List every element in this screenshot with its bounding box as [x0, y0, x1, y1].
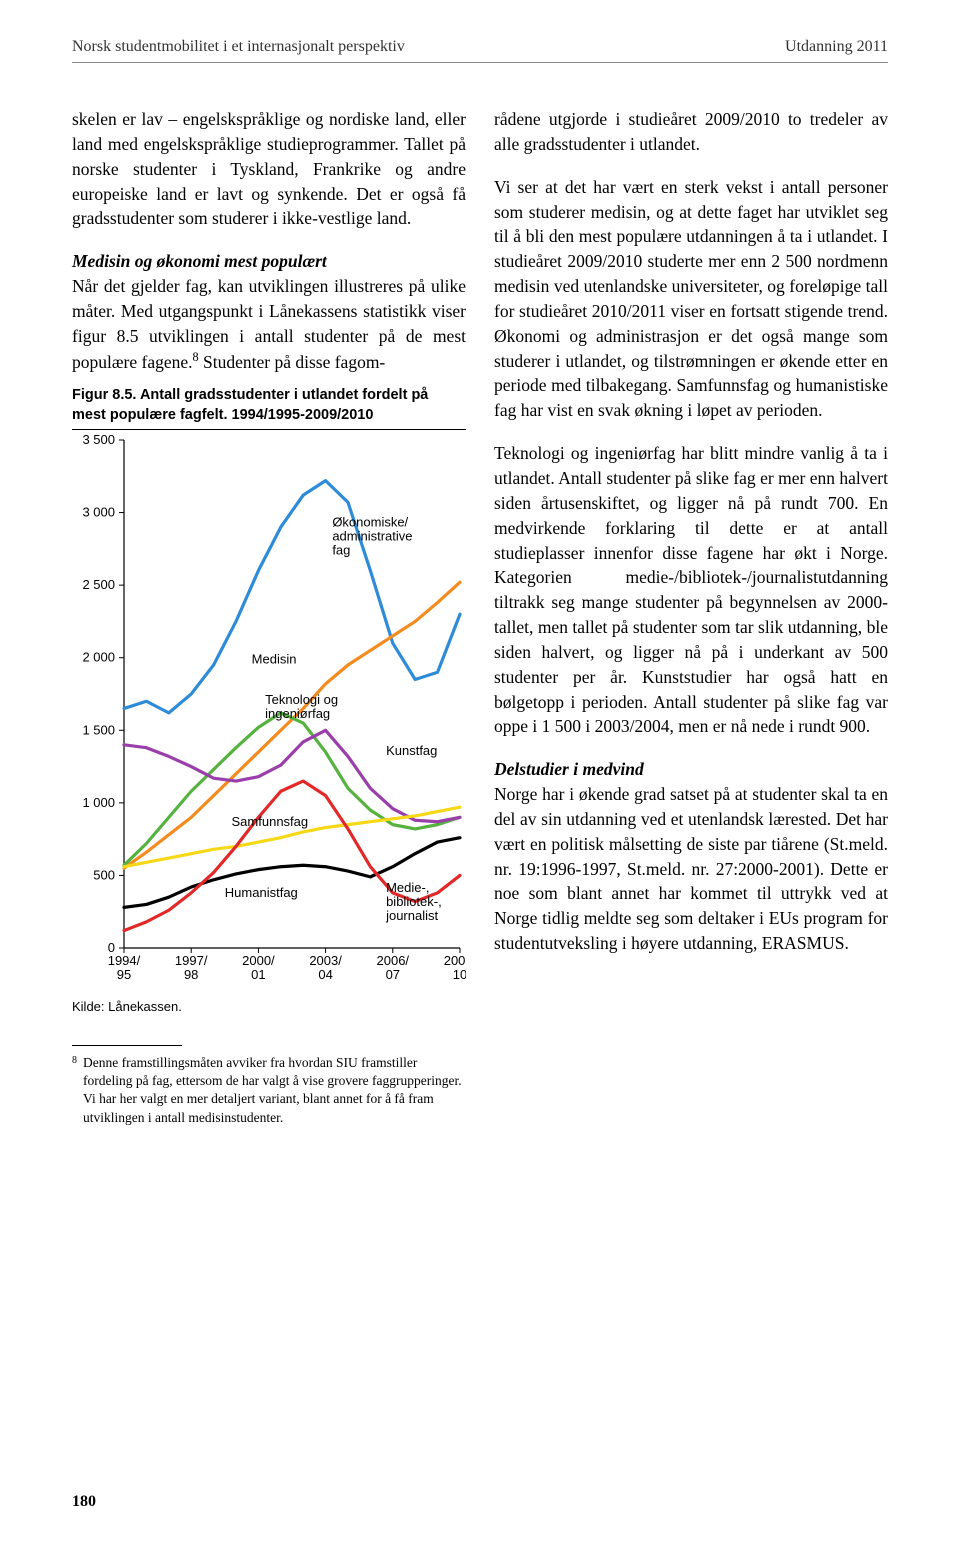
page-number: 180: [72, 1493, 96, 1511]
svg-text:2000/: 2000/: [242, 953, 275, 968]
svg-text:journalist: journalist: [385, 909, 438, 924]
svg-text:ingeniørfag: ingeniørfag: [265, 707, 330, 722]
left-subhead: Medisin og økonomi mest populært: [72, 251, 327, 271]
svg-text:1 000: 1 000: [82, 795, 115, 810]
left-para2b: Studenter på disse fagom-: [199, 351, 386, 371]
svg-text:Medie-,: Medie-,: [386, 881, 429, 896]
right-column: rådene utgjorde i studieåret 2009/2010 t…: [494, 107, 888, 1127]
header-divider: [72, 62, 888, 63]
svg-text:1997/: 1997/: [175, 953, 208, 968]
footnote-text: Denne framstillingsmåten avviker fra hvo…: [83, 1054, 466, 1127]
left-para1: skelen er lav – engelskspråklige og nord…: [72, 107, 466, 231]
svg-text:Medisin: Medisin: [252, 652, 297, 667]
svg-text:Samfunnsfag: Samfunnsfag: [232, 814, 309, 829]
running-header: Norsk studentmobilitet i et internasjona…: [72, 38, 888, 56]
svg-text:1994/: 1994/: [108, 953, 141, 968]
svg-text:2009/: 2009/: [444, 953, 466, 968]
two-column-body: skelen er lav – engelskspråklige og nord…: [72, 107, 888, 1127]
svg-text:01: 01: [251, 967, 265, 982]
svg-text:2 000: 2 000: [82, 650, 115, 665]
svg-text:Humanistfag: Humanistfag: [225, 886, 298, 901]
svg-text:bibliotek-,: bibliotek-,: [386, 895, 442, 910]
svg-text:07: 07: [386, 967, 400, 982]
svg-text:2003/: 2003/: [309, 953, 342, 968]
left-para2: Medisin og økonomi mest populært Når det…: [72, 249, 466, 374]
header-left: Norsk studentmobilitet i et internasjona…: [72, 38, 405, 56]
svg-text:Teknologi og: Teknologi og: [265, 693, 338, 708]
svg-text:administrative: administrative: [332, 529, 412, 544]
figure-source: Kilde: Lånekassen.: [72, 998, 466, 1016]
footnote-num: 8: [72, 1054, 77, 1127]
svg-text:3 000: 3 000: [82, 505, 115, 520]
footnote-separator: [72, 1045, 182, 1046]
right-para3: Teknologi og ingeniørfag har blitt mindr…: [494, 441, 888, 739]
right-para4: Norge har i økende grad satset på at stu…: [494, 784, 888, 953]
svg-text:2 500: 2 500: [82, 578, 115, 593]
svg-text:2006/: 2006/: [377, 953, 410, 968]
header-right: Utdanning 2011: [785, 38, 888, 56]
right-para1: rådene utgjorde i studieåret 2009/2010 t…: [494, 107, 888, 157]
figure-top-rule: [72, 429, 466, 430]
left-column: skelen er lav – engelskspråklige og nord…: [72, 107, 466, 1127]
right-subhead: Delstudier i medvind: [494, 759, 644, 779]
line-chart: 05001 0001 5002 0002 5003 0003 5001994/9…: [72, 432, 466, 992]
svg-text:Økonomiske/: Økonomiske/: [332, 515, 408, 530]
svg-text:3 500: 3 500: [82, 432, 115, 447]
right-para4-block: Delstudier i medvind Norge har i økende …: [494, 757, 888, 956]
footnote-8: 8 Denne framstillingsmåten avviker fra h…: [72, 1054, 466, 1127]
svg-text:10: 10: [453, 967, 466, 982]
svg-text:04: 04: [318, 967, 332, 982]
svg-text:98: 98: [184, 967, 198, 982]
svg-text:fag: fag: [332, 543, 350, 558]
right-para2: Vi ser at det har vært en sterk vekst i …: [494, 175, 888, 423]
svg-text:95: 95: [117, 967, 131, 982]
figure-caption: Figur 8.5. Antall gradsstudenter i utlan…: [72, 386, 466, 425]
svg-text:Kunstfag: Kunstfag: [386, 743, 437, 758]
svg-text:500: 500: [93, 868, 115, 883]
chart-svg: 05001 0001 5002 0002 5003 0003 5001994/9…: [72, 432, 466, 992]
svg-text:1 500: 1 500: [82, 723, 115, 738]
